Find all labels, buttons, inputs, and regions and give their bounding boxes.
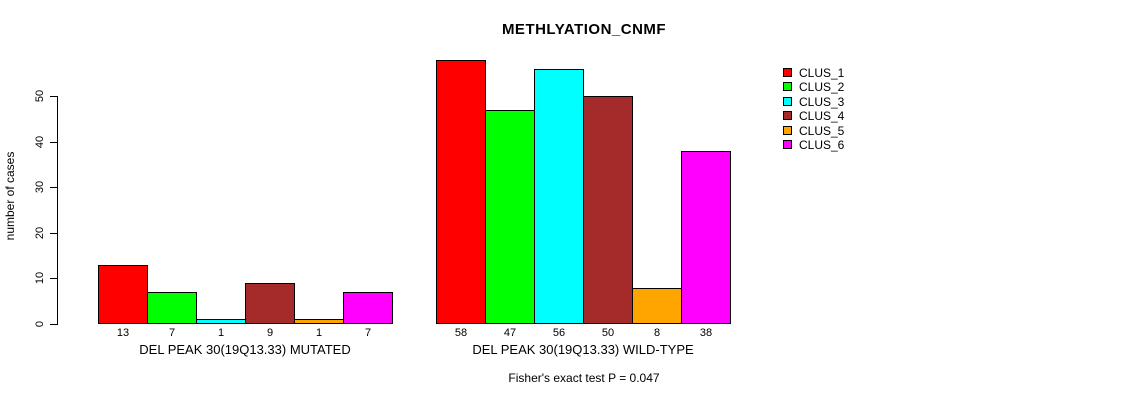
bar-CLUS_3-group2 bbox=[534, 69, 584, 324]
y-tick bbox=[50, 141, 57, 143]
legend-swatch-CLUS_2 bbox=[783, 82, 792, 91]
legend-label-CLUS_3: CLUS_3 bbox=[799, 94, 845, 109]
legend-swatch-CLUS_3 bbox=[783, 96, 792, 106]
bar-value-label: 1 bbox=[315, 327, 323, 339]
y-tick-label: 30 bbox=[34, 181, 46, 194]
y-tick-label: 10 bbox=[34, 272, 46, 285]
y-axis bbox=[57, 96, 58, 325]
y-tick-label: 20 bbox=[34, 226, 46, 239]
y-tick bbox=[50, 278, 57, 280]
bar-value-label: 1 bbox=[217, 327, 225, 339]
y-tick-label: 40 bbox=[34, 135, 46, 148]
bar-value-label: 56 bbox=[552, 327, 566, 339]
bar-CLUS_3-group1 bbox=[196, 319, 246, 324]
bar-CLUS_4-group2 bbox=[583, 96, 633, 324]
y-tick bbox=[50, 324, 57, 325]
y-axis-label: number of cases bbox=[3, 151, 17, 241]
legend-swatch-CLUS_6 bbox=[783, 140, 792, 149]
legend-swatch-CLUS_5 bbox=[783, 125, 792, 135]
bar-CLUS_2-group1 bbox=[147, 292, 197, 324]
legend-swatch-CLUS_4 bbox=[783, 111, 792, 120]
bar-CLUS_1-group1 bbox=[98, 265, 148, 324]
y-tick-label: 0 bbox=[34, 320, 46, 328]
legend-swatch-CLUS_1 bbox=[783, 67, 792, 77]
bar-value-label: 50 bbox=[601, 327, 615, 339]
bar-CLUS_6-group2 bbox=[681, 151, 731, 324]
bar-value-label: 47 bbox=[503, 327, 517, 339]
bar-CLUS_1-group2 bbox=[436, 60, 486, 324]
bar-value-label: 7 bbox=[168, 327, 176, 339]
y-tick bbox=[50, 96, 57, 97]
legend-label-CLUS_2: CLUS_2 bbox=[799, 80, 845, 94]
legend-label-CLUS_4: CLUS_4 bbox=[799, 109, 845, 123]
x-axis-label-wild-type: DEL PEAK 30(19Q13.33) WILD-TYPE bbox=[472, 342, 694, 357]
y-tick bbox=[50, 187, 57, 189]
bar-value-label: 13 bbox=[116, 327, 130, 339]
legend-label-CLUS_6: CLUS_6 bbox=[799, 138, 845, 152]
bar-CLUS_2-group2 bbox=[485, 110, 535, 324]
bar-CLUS_4-group1 bbox=[245, 283, 295, 324]
legend-label-CLUS_1: CLUS_1 bbox=[799, 65, 845, 80]
bar-value-label: 8 bbox=[653, 327, 661, 339]
bar-CLUS_5-group2 bbox=[632, 288, 682, 324]
y-tick bbox=[50, 232, 57, 234]
bar-CLUS_6-group1 bbox=[343, 292, 393, 324]
bar-value-label: 58 bbox=[454, 327, 468, 339]
bar-CLUS_5-group1 bbox=[294, 319, 344, 324]
x-axis-label-mutated: DEL PEAK 30(19Q13.33) MUTATED bbox=[139, 342, 351, 357]
y-tick-label: 50 bbox=[34, 89, 46, 103]
bar-value-label: 38 bbox=[699, 327, 713, 339]
legend-label-CLUS_5: CLUS_5 bbox=[799, 123, 845, 138]
bar-value-label: 9 bbox=[266, 327, 274, 339]
fisher-test-note: Fisher's exact test P = 0.047 bbox=[508, 371, 660, 385]
chart-title: METHLYATION_CNMF bbox=[501, 21, 667, 38]
bar-value-label: 7 bbox=[364, 327, 372, 339]
